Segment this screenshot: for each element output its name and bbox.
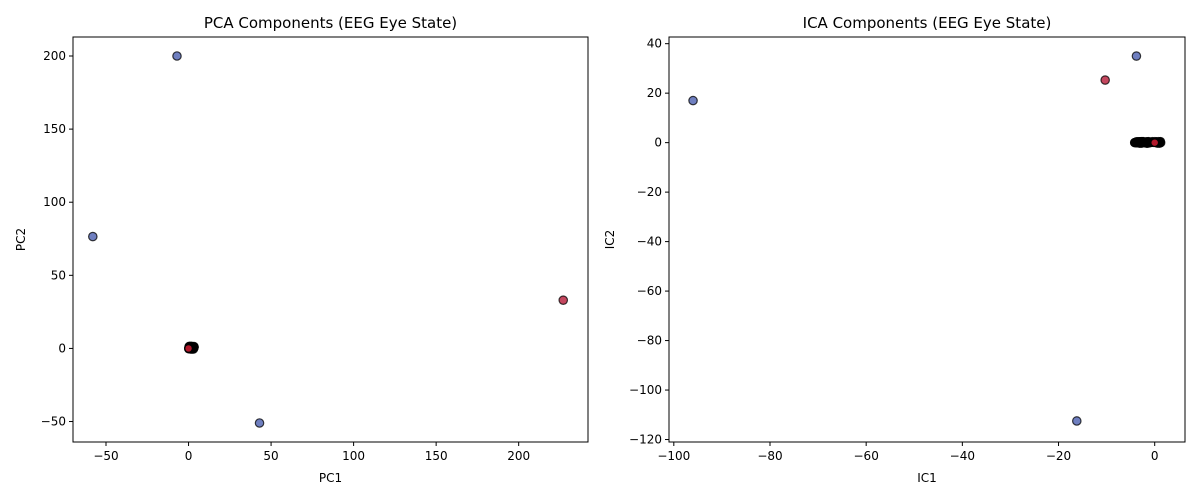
y-tick-label: −80 <box>637 334 662 348</box>
x-tick-label: −40 <box>950 449 975 463</box>
ica-chart: ICA Components (EEG Eye State) IC1 IC2 −… <box>603 14 1186 485</box>
x-axis-label: PC1 <box>319 471 342 485</box>
x-tick-label: −50 <box>93 449 118 463</box>
y-tick-label: 100 <box>43 195 66 209</box>
scatter-point-class0 <box>1071 416 1082 426</box>
y-tick-label: −40 <box>637 235 662 249</box>
cluster-highlight-point <box>1151 139 1158 146</box>
cluster-point <box>1133 137 1143 147</box>
x-tick-label: −80 <box>757 449 782 463</box>
x-tick-label: −20 <box>1046 449 1071 463</box>
x-tick-label: 100 <box>342 449 365 463</box>
x-tick-label: 50 <box>263 449 278 463</box>
x-tick-label: 0 <box>185 449 193 463</box>
y-tick-label: −60 <box>637 284 662 298</box>
scatter-point-class0 <box>254 418 265 428</box>
x-tick-label: −100 <box>657 449 690 463</box>
scatter-point-class1 <box>558 295 569 305</box>
y-tick-label: −120 <box>629 433 662 447</box>
pca-chart: PCA Components (EEG Eye State) PC1 PC2 −… <box>14 14 589 485</box>
y-tick-label: 40 <box>647 37 662 51</box>
chart-title: ICA Components (EEG Eye State) <box>803 14 1052 32</box>
x-axis-label: IC1 <box>917 471 937 485</box>
y-tick-label: 50 <box>51 268 66 282</box>
y-tick-label: 20 <box>647 86 662 100</box>
scatter-point-class0 <box>688 95 698 106</box>
y-axis-label: PC2 <box>14 228 28 251</box>
y-tick-label: −100 <box>629 383 662 397</box>
scatter-point-class1 <box>1100 75 1110 85</box>
y-tick-label: 200 <box>43 49 66 63</box>
chart-title: PCA Components (EEG Eye State) <box>204 14 457 32</box>
cluster-highlight-point <box>185 345 192 352</box>
x-tick-label: 0 <box>1151 449 1159 463</box>
y-tick-label: 0 <box>654 136 662 150</box>
scatter-point-class0 <box>88 231 98 242</box>
x-tick-label: 150 <box>425 449 448 463</box>
plot-frame <box>72 36 589 443</box>
y-tick-label: 0 <box>58 341 66 355</box>
plot-frame <box>668 36 1186 443</box>
y-tick-label: −50 <box>41 415 66 429</box>
x-tick-label: 200 <box>507 449 530 463</box>
x-tick-label: −60 <box>854 449 879 463</box>
y-tick-label: −20 <box>637 185 662 199</box>
y-axis-label: IC2 <box>603 230 617 250</box>
scatter-point-class0 <box>1131 51 1142 61</box>
scatter-point-class0 <box>172 51 182 61</box>
y-tick-label: 150 <box>43 122 66 136</box>
cluster-point <box>1144 136 1154 147</box>
